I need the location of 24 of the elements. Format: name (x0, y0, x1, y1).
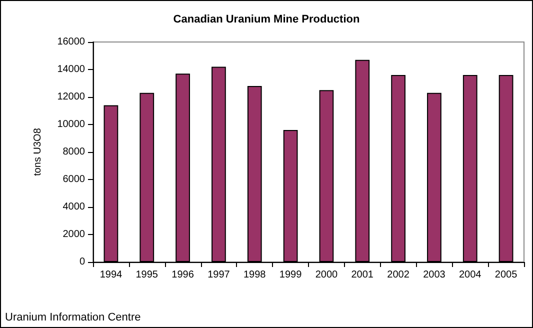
y-tick-label: 12000 (57, 92, 86, 102)
x-tick-label: 1995 (136, 270, 158, 280)
y-tick-label: 2000 (62, 229, 86, 240)
x-tick-label: 2001 (351, 270, 374, 280)
x-tick-label: 1996 (172, 270, 194, 280)
y-tick-label: 4000 (62, 202, 86, 212)
text: Uranium Information Centre (5, 312, 141, 324)
x-tick-label: 2003 (423, 270, 446, 280)
chart-title: Canadian Uranium Mine Production (173, 14, 360, 26)
y-tick-label: 6000 (62, 174, 86, 185)
y-tick-label: 10000 (57, 119, 86, 130)
x-tick-label: 1994 (100, 270, 123, 280)
x-tick-label: 1998 (244, 270, 266, 280)
x-tick-label: 2002 (387, 270, 410, 280)
y-tick-label: 14000 (57, 64, 86, 75)
x-tick-label: 1999 (279, 270, 302, 280)
y-tick-label: 0 (79, 256, 86, 268)
y-axis-title: tons U3O8 (32, 128, 44, 176)
x-tick-label: 2000 (315, 270, 338, 280)
y-tick-label: 16000 (57, 36, 86, 48)
x-tick-label: 2004 (459, 270, 482, 280)
y-tick-label: 8000 (62, 146, 86, 158)
x-tick-label: 1997 (208, 270, 230, 280)
x-tick-label: 2005 (494, 270, 518, 280)
